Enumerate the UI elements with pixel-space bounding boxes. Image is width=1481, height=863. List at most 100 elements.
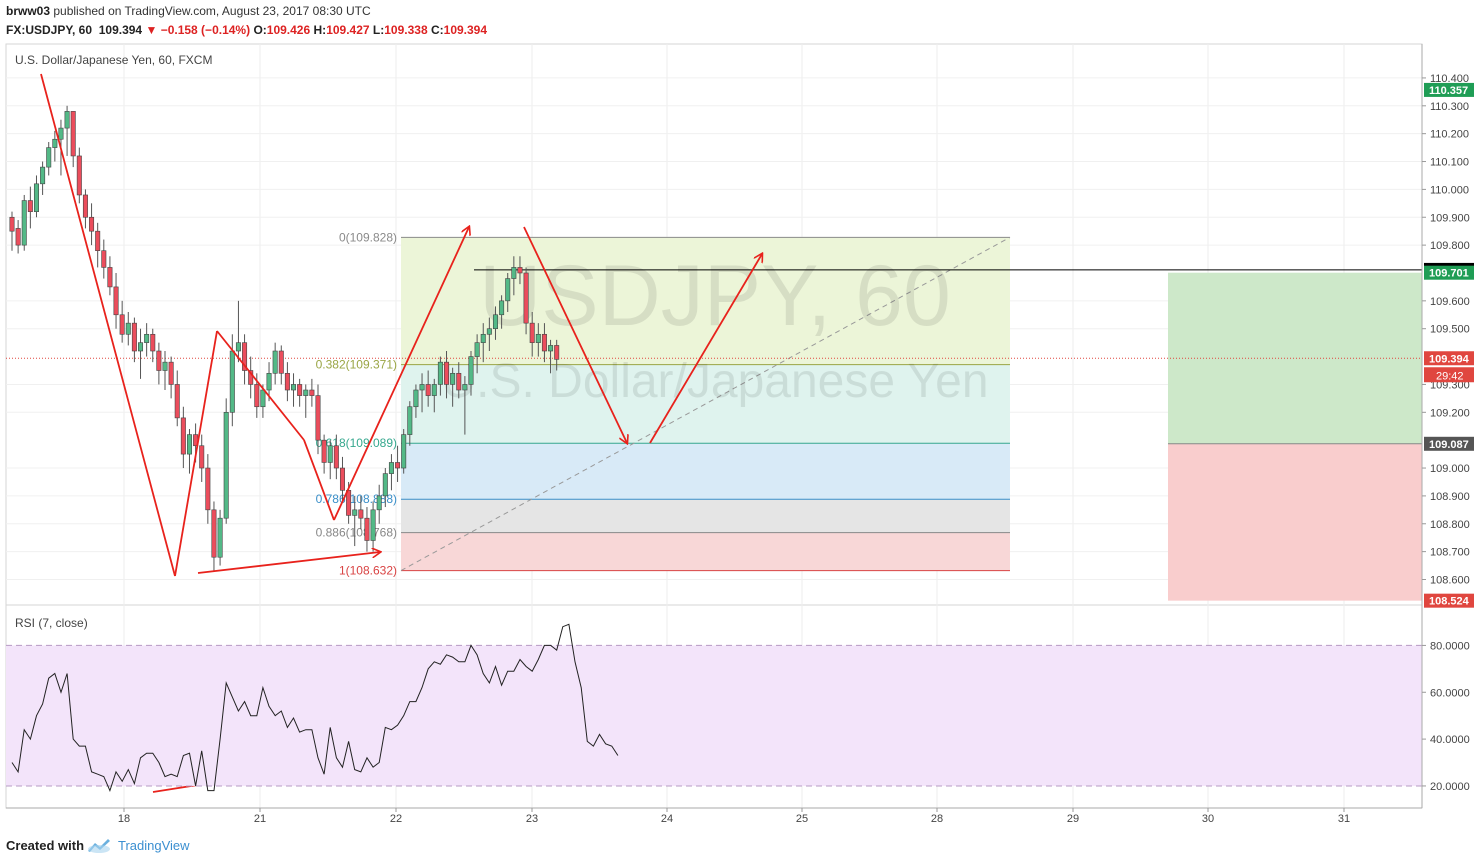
low-label: L: bbox=[372, 23, 385, 37]
candle-body bbox=[235, 342, 241, 352]
price-tick-label: 110.200 bbox=[1430, 129, 1469, 141]
price-tick-label: 109.000 bbox=[1430, 463, 1470, 475]
trend-arrow bbox=[523, 226, 627, 443]
candle-body bbox=[492, 314, 498, 330]
candle-body bbox=[82, 194, 88, 218]
fib-level-label: 0(109.828) bbox=[339, 230, 397, 244]
long-position-tool[interactable] bbox=[1168, 272, 1422, 601]
fib-level-label: 0.786(108.888) bbox=[316, 492, 397, 506]
candle-body bbox=[364, 517, 370, 541]
high-label: H: bbox=[313, 23, 327, 37]
last-price: 109.394 bbox=[98, 23, 143, 37]
candle-body bbox=[352, 509, 358, 516]
candle-body bbox=[199, 445, 205, 469]
candle-body bbox=[413, 389, 419, 408]
rsi-tick-label: 60.0000 bbox=[1430, 687, 1470, 699]
candle-body bbox=[162, 361, 168, 371]
candle-body bbox=[327, 445, 333, 463]
candle-body bbox=[401, 434, 407, 469]
price-tick-label: 109.600 bbox=[1430, 296, 1470, 308]
candle-body bbox=[174, 384, 180, 419]
symbol-line: FX:USDJPY, 60 109.394 ▼ −0.158 (−0.14%) … bbox=[6, 23, 487, 37]
price-tick-label: 109.900 bbox=[1430, 212, 1470, 224]
close-value: 109.394 bbox=[443, 23, 488, 37]
candle-body bbox=[382, 473, 388, 497]
candles bbox=[9, 105, 560, 572]
candle-body bbox=[309, 389, 315, 396]
watermark-name: U.S. Dollar/Japanese Yen bbox=[441, 355, 988, 408]
price-chart[interactable]: 0(109.828)0.382(109.371)0.618(109.089)0.… bbox=[0, 0, 1481, 828]
rsi-axis: 80.0000 60.0000 40.0000 20.0000 bbox=[1422, 640, 1470, 793]
candle-body bbox=[119, 314, 125, 335]
candle-body bbox=[144, 333, 150, 343]
candle-body bbox=[186, 434, 192, 455]
fib-level-label: 0.382(109.371) bbox=[316, 358, 397, 372]
candle-body bbox=[95, 230, 101, 251]
price-tick-label: 108.600 bbox=[1430, 574, 1470, 586]
candle-body bbox=[58, 127, 64, 140]
time-tick-label: 24 bbox=[661, 813, 673, 825]
symbol-label: FX:USDJPY, 60 bbox=[6, 23, 93, 37]
candle-body bbox=[272, 350, 278, 374]
candle-body bbox=[113, 286, 119, 316]
candle-body bbox=[523, 272, 529, 324]
candle-body bbox=[9, 216, 15, 232]
price-label-box bbox=[1424, 351, 1474, 366]
time-axis[interactable]: 18 21 22 23 24 25 28 29 30 31 bbox=[6, 807, 1422, 825]
candle-body bbox=[297, 384, 303, 396]
candle-body bbox=[499, 300, 505, 316]
candle-body bbox=[278, 350, 284, 374]
price-tick-label: 110.100 bbox=[1430, 157, 1469, 169]
candle-body bbox=[284, 372, 290, 391]
fib-level-label: 1(108.632) bbox=[339, 564, 397, 578]
candle-body bbox=[333, 445, 339, 469]
rsi-tick-label: 80.0000 bbox=[1430, 640, 1470, 652]
high-value: 109.427 bbox=[326, 23, 370, 37]
candle-body bbox=[444, 361, 450, 385]
fib-zone bbox=[401, 499, 1010, 533]
candle-body bbox=[554, 345, 560, 360]
price-tick-label: 108.700 bbox=[1430, 547, 1470, 559]
price-axis-labels: 110.357109.711109.701109.394109.087108.5… bbox=[1424, 82, 1474, 608]
change-value: −0.158 (−0.14%) bbox=[160, 23, 251, 37]
time-tick-label: 23 bbox=[526, 813, 538, 825]
rsi-indicator bbox=[6, 623, 1422, 793]
candle-body bbox=[419, 384, 425, 391]
candle-body bbox=[33, 183, 39, 212]
profit-zone bbox=[1168, 272, 1422, 444]
time-tick-label: 28 bbox=[931, 813, 943, 825]
price-tick-label: 109.500 bbox=[1430, 324, 1470, 336]
fib-trend-line bbox=[400, 236, 1011, 572]
candle-body bbox=[480, 333, 486, 343]
candle-body bbox=[395, 462, 401, 469]
price-tick-label: 109.200 bbox=[1430, 407, 1470, 419]
candle-body bbox=[248, 370, 254, 385]
down-triangle-icon: ▼ bbox=[145, 23, 158, 37]
price-axis[interactable]: 110.400 110.300 110.200 110.100 110.000 109.9… bbox=[1421, 44, 1470, 808]
candle-body bbox=[425, 384, 431, 396]
candle-body bbox=[450, 372, 456, 385]
time-tick-label: 25 bbox=[796, 813, 808, 825]
fib-level-label: 0.886(108.768) bbox=[316, 526, 397, 540]
candle-body bbox=[64, 111, 70, 129]
chart-title: U.S. Dollar/Japanese Yen, 60, FXCM bbox=[15, 53, 212, 67]
countdown-box bbox=[1424, 367, 1474, 383]
trend-arrow bbox=[333, 227, 469, 521]
candle-body bbox=[131, 322, 137, 352]
candle-body bbox=[339, 467, 345, 491]
candle-body bbox=[40, 166, 46, 185]
candle-body bbox=[70, 111, 76, 157]
username-link[interactable]: brww03 bbox=[6, 4, 51, 18]
rsi-line bbox=[11, 623, 619, 793]
candle-body bbox=[168, 361, 174, 385]
candle-body bbox=[223, 412, 229, 519]
candle-body bbox=[260, 389, 266, 408]
candle-body bbox=[107, 267, 113, 288]
rsi-tick-label: 40.0000 bbox=[1430, 734, 1470, 746]
candle-body bbox=[229, 350, 235, 413]
tradingview-link[interactable]: TradingView bbox=[118, 838, 190, 853]
candle-body bbox=[321, 439, 327, 463]
candle-body bbox=[462, 384, 468, 391]
candle-body bbox=[388, 462, 394, 474]
rsi-band bbox=[6, 645, 1422, 786]
